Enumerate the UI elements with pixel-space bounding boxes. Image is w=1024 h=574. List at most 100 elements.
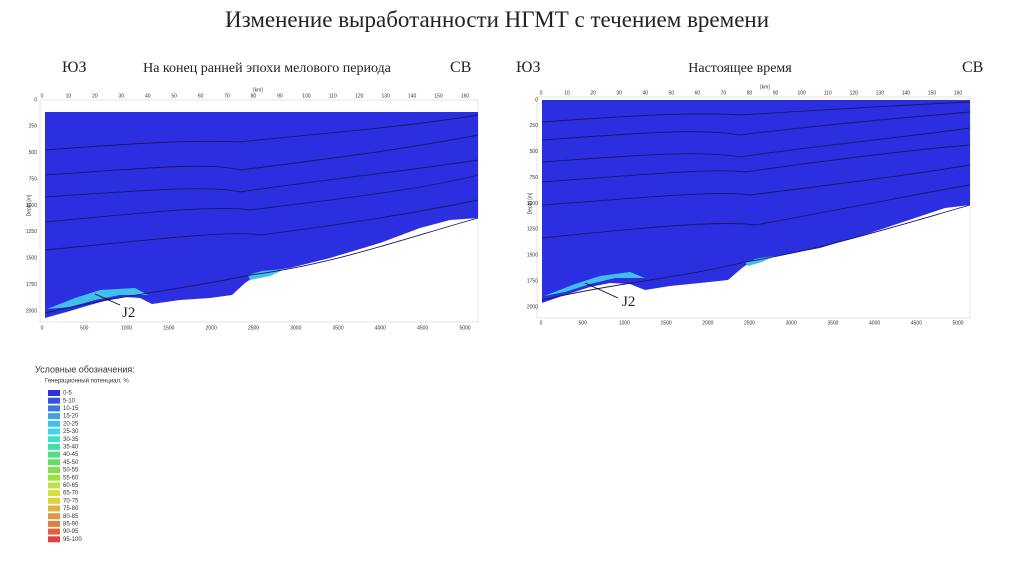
legend-swatch (48, 497, 60, 504)
legend-swatch (48, 413, 60, 420)
bottom-tick-label: 2500 (248, 325, 259, 331)
bottom-tick-label: 500 (80, 325, 89, 331)
bottom-tick-label: 3000 (290, 325, 301, 331)
top-axis-unit: [km] (253, 87, 263, 93)
top-tick-label: 160 (954, 90, 963, 96)
direction-left: ЮЗ (62, 59, 86, 76)
legend-swatch (48, 436, 60, 443)
depth-tick-label: 500 (29, 150, 38, 156)
bottom-tick-label: 2000 (206, 325, 217, 331)
legend-label: 40-45 (63, 452, 79, 458)
bottom-tick-label: 5000 (952, 320, 963, 326)
top-tick-label: 30 (616, 90, 622, 96)
depth-tick-label: 0 (34, 97, 37, 103)
top-tick-label: 30 (119, 93, 125, 99)
bottom-tick-label: 1500 (163, 325, 174, 331)
legend-swatch (48, 459, 60, 466)
legend-label: 80-85 (63, 514, 79, 520)
stratum-line (44, 134, 479, 176)
top-tick-label: 100 (797, 90, 806, 96)
legend: Условные обозначения: Генерационный поте… (35, 364, 135, 543)
legend-swatch (48, 482, 60, 489)
stratum-line (541, 184, 971, 239)
bottom-tick-label: 5000 (459, 325, 470, 331)
top-tick-label: 90 (773, 90, 779, 96)
top-tick-label: 0 (41, 93, 44, 99)
legend-swatch (48, 474, 60, 481)
top-tick-label: 130 (876, 90, 885, 96)
top-tick-label: 10 (564, 90, 570, 96)
depth-tick-label: 1250 (527, 227, 538, 233)
depth-axis-label: Depth [m] (26, 194, 32, 216)
legend-label: 15-20 (63, 414, 79, 420)
depth-tick-label: 500 (530, 149, 539, 155)
legend-label: 5-10 (63, 398, 76, 404)
legend-label: 60-65 (63, 483, 79, 489)
stratum-line (44, 217, 479, 314)
depth-tick-label: 750 (29, 176, 38, 182)
legend-swatch (48, 443, 60, 450)
direction-right: СВ (962, 59, 983, 76)
legend-swatch (48, 397, 60, 404)
bottom-tick-label: 1500 (661, 320, 672, 326)
top-tick-label: 130 (382, 93, 391, 99)
legend-swatch (48, 390, 60, 396)
depth-tick-label: 2000 (26, 308, 37, 314)
depth-tick-label: 1750 (26, 282, 37, 288)
depth-tick-label: 0 (535, 97, 538, 103)
legend-label: 20-25 (63, 421, 79, 427)
depth-tick-label: 1000 (527, 201, 538, 207)
top-tick-label: 110 (824, 90, 832, 96)
bottom-tick-label: 3500 (333, 325, 344, 331)
stratum-line (44, 199, 479, 251)
stratum-line (44, 114, 479, 151)
cyan-zone (544, 272, 645, 296)
cyan-zone (248, 269, 285, 280)
bottom-tick-label: 4000 (375, 325, 386, 331)
legend-label: 75-80 (63, 506, 79, 512)
legend-subtitle: Генерационный потенциал, % (45, 378, 129, 385)
direction-left: ЮЗ (516, 59, 540, 76)
bottom-tick-label: 4500 (911, 320, 922, 326)
legend-label: 90-95 (63, 529, 79, 535)
depth-tick-label: 1750 (527, 278, 538, 284)
legend-label: 35-40 (63, 444, 79, 450)
legend-label: 10-15 (63, 406, 79, 412)
stratum-line (541, 127, 971, 163)
stratum-line (541, 144, 971, 183)
legend-swatch (48, 505, 60, 512)
top-tick-label: 80 (251, 93, 257, 99)
bottom-tick-label: 0 (41, 325, 44, 331)
stratum-line (44, 159, 479, 198)
bottom-tick-label: 0 (540, 320, 543, 326)
legend-label: 30-35 (63, 437, 79, 443)
top-tick-label: 80 (747, 90, 753, 96)
legend-swatch (48, 467, 60, 473)
legend-label: 85-90 (63, 521, 79, 527)
legend-label: 55-60 (63, 475, 79, 481)
panel-2: ЮЗ Настоящее время СВ J2 0 10 20 30 40 50 60 70… (516, 59, 983, 326)
legend-swatch (48, 520, 60, 527)
top-axis-unit: [km] (760, 84, 770, 90)
legend-label: 70-75 (63, 498, 79, 504)
bottom-tick-label: 3500 (827, 320, 838, 326)
depth-tick-label: 1250 (26, 229, 37, 235)
legend-swatch (48, 528, 60, 535)
top-tick-label: 70 (224, 93, 230, 99)
top-tick-label: 0 (540, 90, 543, 96)
legend-label: 95-100 (63, 537, 82, 543)
section-body (45, 112, 478, 318)
label-pointer (584, 282, 619, 299)
legend-swatch (48, 513, 60, 520)
stratum-line (541, 101, 971, 123)
cyan-zone (47, 288, 148, 309)
depth-tick-label: 1000 (26, 203, 37, 209)
top-tick-label: 160 (461, 93, 470, 99)
bottom-tick-label: 4000 (869, 320, 880, 326)
top-tick-label: 90 (277, 93, 283, 99)
top-tick-label: 20 (92, 93, 98, 99)
legend-label: 0-5 (63, 391, 72, 397)
depth-axis-label: Depth [m] (527, 192, 533, 214)
bottom-tick-label: 500 (579, 320, 588, 326)
top-tick-label: 50 (669, 90, 675, 96)
